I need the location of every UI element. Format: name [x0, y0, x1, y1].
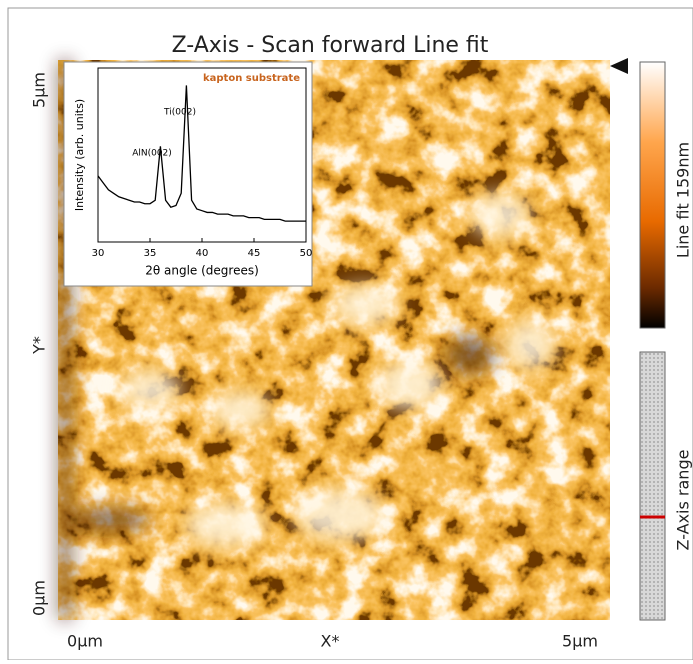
colorbar-label: Line fit 159nm — [674, 142, 693, 258]
annotation: AlN(002) — [132, 149, 172, 159]
colorbar — [639, 61, 666, 329]
x-axis-title: 2θ angle (degrees) — [145, 264, 259, 278]
y-axis-label: Y* — [30, 336, 49, 355]
xrd-line — [97, 85, 306, 222]
y-bottom-label: 0µm — [30, 580, 49, 616]
range-bar — [639, 351, 666, 621]
x-axis-label: X* — [321, 632, 340, 651]
x-tick-label: 50 — [300, 248, 313, 259]
x-tick-label: 35 — [144, 248, 157, 259]
y-axis-title: Intensity (arb. units) — [73, 99, 86, 211]
marker — [610, 58, 628, 74]
x-left-label: 0µm — [67, 632, 103, 651]
title: Z-Axis - Scan forward Line fit — [172, 33, 489, 58]
x-tick-label: 40 — [196, 248, 209, 259]
annotation: Ti(002) — [163, 108, 196, 118]
xrd-inset: kapton substrate Ti(002) AlN(002) 2θ ang… — [63, 61, 313, 287]
x-right-label: 5µm — [562, 632, 598, 651]
range-label: Z-Axis range — [674, 450, 693, 551]
x-tick-label: 45 — [248, 248, 261, 259]
annotation: kapton substrate — [203, 73, 300, 84]
x-tick-label: 30 — [92, 248, 105, 259]
y-top-label: 5µm — [30, 72, 49, 108]
